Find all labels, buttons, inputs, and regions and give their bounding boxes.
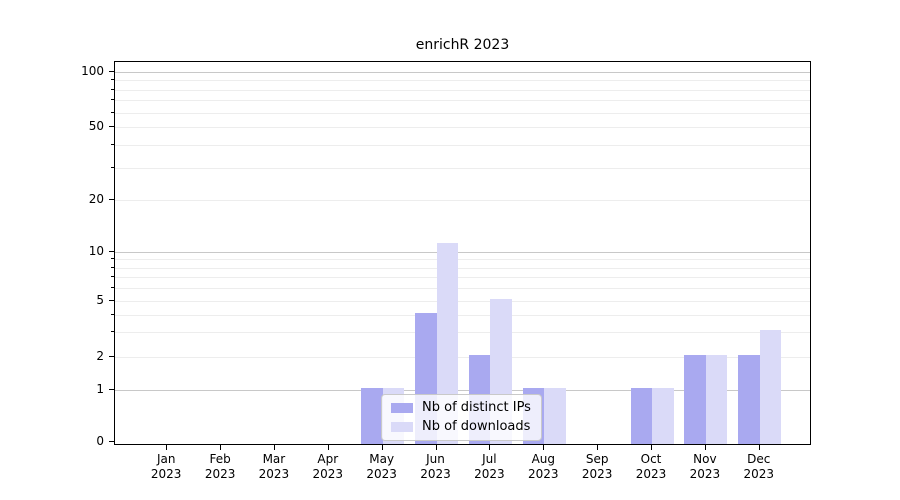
x-tick-mark-nov — [704, 445, 706, 450]
y-minor-tick-mark-7 — [111, 276, 114, 278]
gridline-y-9 — [115, 259, 810, 261]
x-tick-mark-may — [381, 445, 383, 450]
x-tick-label-aug: Aug 2023 — [528, 452, 559, 481]
y-minor-tick-mark-30 — [111, 166, 114, 168]
gridline-y-1 — [115, 390, 810, 391]
gridline-y-30 — [115, 167, 810, 169]
x-tick-mark-feb — [220, 445, 222, 450]
legend-swatch-icon — [391, 403, 413, 413]
y-tick-mark-20 — [109, 199, 114, 200]
gridline-y-4 — [115, 314, 810, 316]
y-minor-tick-mark-60 — [111, 111, 114, 113]
y-minor-tick-mark-90 — [111, 79, 114, 81]
bar-ips-nov — [684, 355, 706, 444]
gridline-y-20 — [115, 200, 810, 201]
y-tick-label-50: 50 — [88, 119, 104, 133]
gridline-y-90 — [115, 80, 810, 82]
y-minor-tick-mark-80 — [111, 88, 114, 90]
y-minor-tick-mark-4 — [111, 313, 114, 315]
x-tick-label-jun: Jun 2023 — [420, 452, 451, 481]
y-minor-tick-mark-9 — [111, 258, 114, 260]
y-tick-label-5: 5 — [96, 293, 104, 307]
y-tick-label-10: 10 — [88, 244, 104, 258]
y-tick-mark-50 — [109, 126, 114, 127]
legend-row: Nb of downloads — [391, 420, 531, 434]
y-tick-label-1: 1 — [96, 382, 104, 396]
x-tick-label-nov: Nov 2023 — [689, 452, 721, 481]
x-tick-label-apr: Apr 2023 — [312, 452, 344, 481]
y-tick-label-20: 20 — [88, 192, 104, 206]
bar-downloads-dec — [759, 330, 782, 444]
chart-title: enrichR 2023 — [415, 37, 510, 53]
x-tick-mark-jun — [435, 445, 437, 450]
legend-label: Nb of distinct IPs — [422, 400, 531, 415]
x-tick-label-dec: Dec 2023 — [743, 452, 775, 481]
y-tick-mark-0 — [109, 441, 114, 442]
plot-area: Nb of distinct IPs Nb of downloads — [114, 61, 811, 445]
gridline-y-40 — [115, 144, 810, 146]
gridline-y-6 — [115, 288, 810, 290]
bar-downloads-oct — [652, 388, 674, 444]
bar-ips-oct — [630, 388, 652, 444]
y-tick-mark-2 — [109, 356, 114, 357]
x-tick-mark-apr — [327, 445, 329, 450]
legend-row: Nb of distinct IPs — [391, 401, 531, 415]
x-tick-label-mar: Mar 2023 — [258, 452, 290, 481]
bar-ips-may — [361, 388, 383, 444]
y-minor-tick-mark-3 — [111, 331, 114, 333]
bar-downloads-aug — [544, 388, 566, 444]
y-tick-label-0: 0 — [96, 434, 104, 448]
gridline-y-70 — [115, 100, 810, 102]
gridline-y-60 — [115, 112, 810, 114]
x-tick-label-sep: Sep 2023 — [581, 452, 613, 481]
gridline-y-50 — [115, 127, 810, 128]
x-tick-mark-sep — [597, 445, 599, 450]
gridline-y-8 — [115, 267, 810, 269]
legend: Nb of distinct IPs Nb of downloads — [381, 394, 542, 441]
y-tick-label-100: 100 — [81, 64, 104, 78]
gridline-y-2 — [115, 357, 810, 358]
x-tick-mark-jan — [166, 445, 168, 450]
x-tick-label-jan: Jan 2023 — [150, 452, 182, 481]
gridline-y-7 — [115, 277, 810, 279]
y-tick-mark-100 — [109, 71, 114, 72]
gridline-y-3 — [115, 332, 810, 334]
y-minor-tick-mark-40 — [111, 143, 114, 145]
x-tick-mark-mar — [273, 445, 275, 450]
gridline-y-10 — [115, 252, 810, 253]
y-tick-mark-10 — [109, 251, 114, 252]
y-minor-tick-mark-8 — [111, 266, 114, 268]
legend-swatch-icon — [391, 422, 413, 432]
y-tick-label-2: 2 — [96, 349, 104, 363]
y-tick-mark-1 — [109, 389, 114, 390]
x-tick-label-may: May 2023 — [366, 452, 397, 481]
gridline-y-80 — [115, 89, 810, 91]
bar-downloads-nov — [705, 355, 728, 444]
x-tick-mark-dec — [758, 445, 760, 450]
x-tick-label-oct: Oct 2023 — [635, 452, 667, 481]
x-tick-mark-oct — [651, 445, 652, 450]
y-tick-mark-5 — [109, 300, 114, 301]
bar-ips-dec — [738, 355, 760, 444]
y-minor-tick-mark-6 — [111, 287, 114, 289]
gridline-y-100 — [115, 72, 810, 73]
x-tick-mark-aug — [543, 445, 545, 450]
x-tick-mark-jul — [489, 445, 491, 450]
bar-downloads-jun — [436, 242, 458, 444]
y-minor-tick-mark-70 — [111, 99, 114, 101]
legend-label: Nb of downloads — [422, 419, 531, 434]
gridline-y-5 — [115, 301, 810, 302]
x-tick-label-jul: Jul 2023 — [474, 452, 505, 481]
x-tick-label-feb: Feb 2023 — [204, 452, 236, 481]
